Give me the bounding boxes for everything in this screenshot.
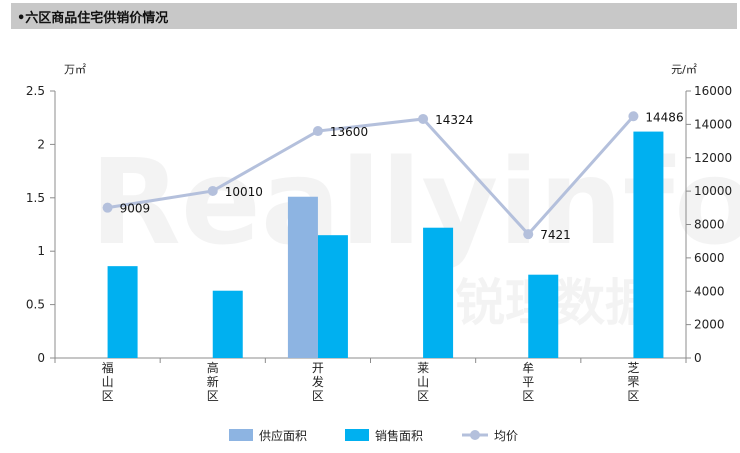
price-data-label: 7421 — [540, 228, 571, 242]
y-tick-label-right: 8000 — [694, 218, 725, 232]
y-axis-unit-left: 万㎡ — [64, 63, 86, 76]
legend-swatch-supply — [229, 429, 253, 441]
y-tick-label-right: 16000 — [694, 84, 732, 98]
bar-sales — [423, 227, 454, 358]
watermark-brand: Reallyinfo — [90, 133, 740, 271]
y-tick-label-left: 1 — [37, 244, 45, 258]
bar-sales — [633, 131, 664, 358]
price-data-label: 14324 — [435, 113, 473, 127]
legend-label-sales: 销售面积 — [375, 428, 423, 443]
y-tick-label-left: 0.5 — [26, 298, 45, 312]
price-data-label: 10010 — [225, 185, 263, 199]
bar-sales — [212, 290, 243, 358]
y-tick-label-right: 2000 — [694, 318, 725, 332]
chart-title: •六区商品住宅供销价情况 — [17, 11, 169, 26]
price-point — [207, 185, 218, 196]
x-category-label: 福山区 — [102, 360, 114, 403]
y-tick-label-right: 0 — [694, 351, 702, 365]
y-tick-label-left: 2 — [37, 137, 45, 151]
legend-label-supply: 供应面积 — [259, 428, 307, 443]
price-point — [102, 202, 113, 213]
price-data-label: 14486 — [645, 110, 683, 124]
price-line: 9009 10010 13600 14324 7421 14486 — [102, 110, 684, 242]
y-tick-label-right: 12000 — [694, 151, 732, 165]
x-category-label: 芝罘区 — [627, 360, 639, 403]
price-point — [628, 111, 639, 122]
price-series-line — [107, 115, 635, 237]
price-point — [312, 126, 323, 137]
y-tick-label-left: 2.5 — [26, 84, 45, 98]
y-tick-label-right: 6000 — [694, 251, 725, 265]
y-tick-label-right: 4000 — [694, 284, 725, 298]
bar-sales — [528, 274, 559, 358]
x-category-label: 高新区 — [207, 360, 219, 403]
x-category-label: 开发区 — [312, 361, 324, 403]
y-tick-label-right: 10000 — [694, 184, 732, 198]
axes: 0 0.5 1 1.5 2 2.5 0 2000 4000 6000 8000 10000 12000 1… — [26, 63, 732, 403]
x-category-label: 牟平区 — [522, 360, 534, 403]
x-category-label: 莱山区 — [417, 361, 429, 403]
y-tick-label-left: 1.5 — [26, 191, 45, 205]
legend-swatch-price-marker — [470, 430, 480, 440]
price-point — [523, 229, 534, 240]
header-bar: •六区商品住宅供销价情况 — [11, 3, 737, 29]
legend: 供应面积 销售面积 均价 — [229, 428, 518, 443]
bars — [107, 131, 664, 358]
y-tick-label-right: 14000 — [694, 117, 732, 131]
watermark: Reallyinfo锐理数据 — [90, 133, 740, 332]
price-data-label: 13600 — [330, 125, 368, 139]
legend-swatch-sales — [345, 429, 369, 441]
bar-sales — [107, 266, 138, 358]
bar-supply — [287, 196, 318, 358]
bar-sales — [317, 235, 348, 358]
y-axis-unit-right: 元/㎡ — [671, 63, 697, 76]
price-data-label: 9009 — [120, 202, 151, 216]
y-tick-label-left: 0 — [37, 351, 45, 365]
legend-label-price: 均价 — [494, 429, 518, 443]
price-point — [418, 113, 429, 124]
